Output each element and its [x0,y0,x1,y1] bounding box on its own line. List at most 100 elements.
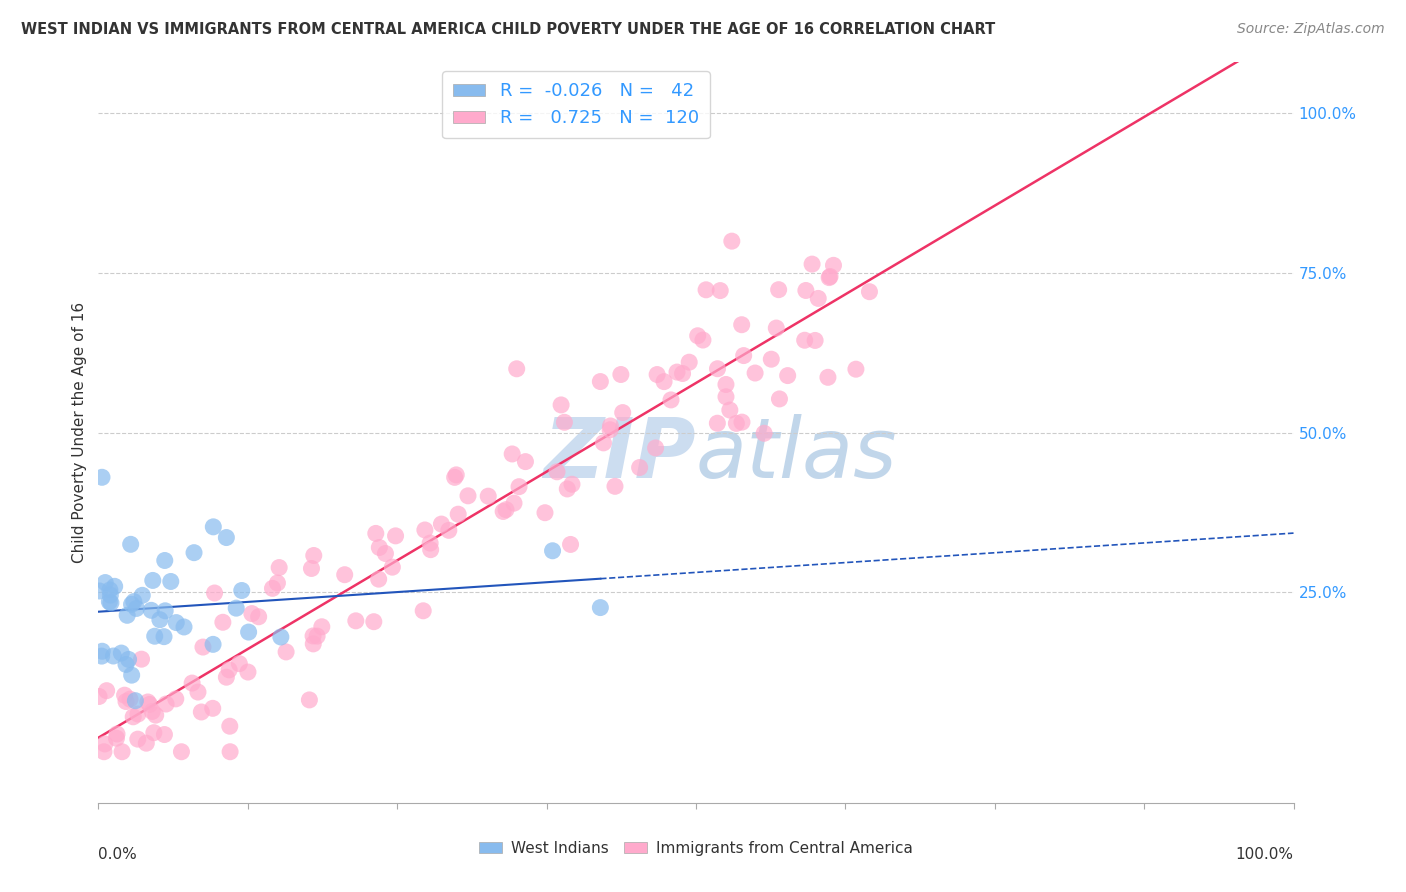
Point [91,470,114,484]
Point [823,258,845,272]
Point [752,426,775,441]
Point [270,630,292,644]
Point [215,531,238,545]
Point [419,542,441,557]
Point [219,745,242,759]
Point [266,576,288,591]
Point [546,465,568,479]
Point [412,604,434,618]
Point [238,625,260,640]
Point [447,507,470,521]
Point [477,489,499,503]
Point [560,537,582,551]
Point [765,321,787,335]
Point [515,455,537,469]
Point [457,489,479,503]
Point [247,609,270,624]
Point [659,392,682,407]
Point [419,536,441,550]
Point [115,608,138,623]
Point [301,561,323,575]
Legend: West Indians, Immigrants from Central America: West Indians, Immigrants from Central Am… [472,835,920,862]
Point [603,479,626,493]
Point [761,352,783,367]
Point [430,517,453,532]
Point [804,334,827,348]
Point [818,269,841,284]
Point [153,553,176,567]
Point [165,615,187,630]
Point [117,652,139,666]
Point [793,333,815,347]
Point [363,615,385,629]
Point [118,692,141,706]
Point [218,719,240,733]
Point [100,596,122,610]
Point [138,698,160,712]
Point [115,657,138,672]
Point [444,467,467,482]
Point [492,504,515,518]
Point [721,234,744,248]
Point [115,694,138,708]
Point [121,668,143,682]
Point [599,419,621,434]
Point [190,705,212,719]
Point [333,567,356,582]
Point [105,727,128,741]
Point [181,676,204,690]
Point [302,549,325,563]
Point [731,318,754,332]
Point [541,543,564,558]
Point [367,572,389,586]
Point [706,361,728,376]
Text: 100.0%: 100.0% [1236,847,1294,863]
Text: WEST INDIAN VS IMMIGRANTS FROM CENTRAL AMERICA CHILD POVERTY UNDER THE AGE OF 16: WEST INDIAN VS IMMIGRANTS FROM CENTRAL A… [21,22,995,37]
Point [302,637,325,651]
Point [145,708,167,723]
Point [733,349,755,363]
Point [202,520,225,534]
Point [110,646,132,660]
Point [262,582,284,596]
Point [218,663,240,677]
Point [274,645,297,659]
Point [718,403,741,417]
Point [215,670,238,684]
Point [555,482,578,496]
Point [374,547,396,561]
Point [364,526,387,541]
Point [90,649,112,664]
Y-axis label: Child Poverty Under the Age of 16: Child Poverty Under the Age of 16 [72,302,87,563]
Point [125,601,148,615]
Point [240,607,263,621]
Point [236,665,259,679]
Point [599,423,621,437]
Point [413,523,436,537]
Point [801,257,824,271]
Point [159,574,181,589]
Point [534,506,557,520]
Point [122,710,145,724]
Point [212,615,235,630]
Point [153,630,176,644]
Point [173,620,195,634]
Point [307,629,329,643]
Point [269,560,291,574]
Point [124,694,146,708]
Point [628,460,651,475]
Text: ZIP: ZIP [543,414,696,495]
Point [776,368,799,383]
Point [550,398,572,412]
Point [443,470,465,484]
Point [644,441,666,455]
Point [678,355,700,369]
Point [709,284,731,298]
Point [103,648,125,663]
Point [155,697,177,711]
Point [671,367,693,381]
Point [143,629,166,643]
Point [592,435,614,450]
Point [794,284,817,298]
Point [768,283,790,297]
